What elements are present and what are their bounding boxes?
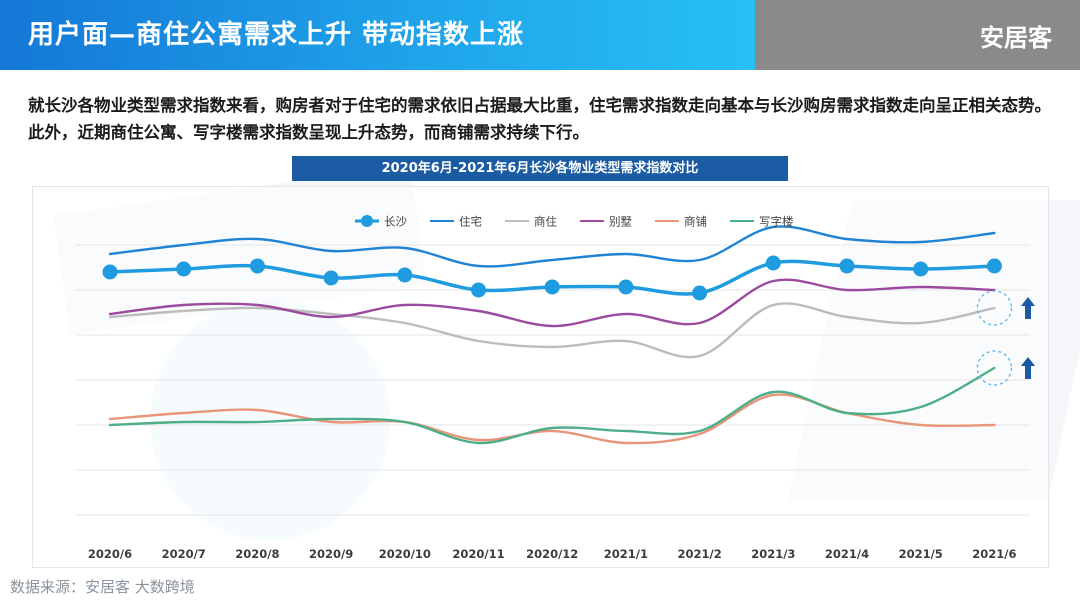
series-line-4 — [108, 393, 996, 445]
x-tick-label: 2021/3 — [751, 547, 795, 561]
data-point — [323, 270, 339, 286]
data-point — [692, 285, 708, 301]
chart-title: 2020年6月-2021年6月长沙各物业类型需求指数对比 — [292, 156, 788, 181]
data-point — [765, 255, 781, 271]
series-line-2 — [108, 302, 996, 359]
chart-frame — [32, 186, 1049, 568]
data-point — [839, 258, 855, 274]
data-point — [397, 267, 413, 283]
data-point — [986, 258, 1002, 274]
arrow-up-icon — [1021, 357, 1035, 379]
x-tick-label: 2020/10 — [379, 547, 431, 561]
highlight-circle-shangzhu — [976, 290, 1013, 326]
header: 用户面—商住公寓需求上升 带动指数上涨 安居客 — [0, 0, 1080, 70]
x-tick-label: 2020/12 — [526, 547, 578, 561]
series-line-1 — [108, 225, 996, 268]
brand-logo: 安居客 — [980, 24, 1052, 52]
data-point — [913, 261, 929, 277]
data-point — [544, 279, 560, 295]
legend-marker — [361, 215, 373, 227]
description-text: 就长沙各物业类型需求指数来看，购房者对于住宅的需求依旧占据最大比重，住宅需求指数… — [28, 96, 1051, 142]
arrow-up-icon — [1021, 297, 1035, 319]
x-tick-label: 2020/8 — [235, 547, 279, 561]
series-line-3 — [108, 278, 996, 328]
data-point — [102, 264, 118, 280]
legend-label: 商铺 — [684, 215, 707, 229]
data-point — [471, 282, 486, 298]
x-tick-label: 2020/6 — [88, 547, 132, 561]
legend-label: 商住 — [534, 215, 557, 229]
legend-label: 别墅 — [609, 215, 632, 229]
brand-bar: 安居客 — [755, 0, 1080, 70]
legend-label: 住宅 — [459, 215, 482, 229]
series-line-5 — [108, 366, 996, 445]
x-tick-label: 2020/11 — [452, 547, 504, 561]
highlight-circle-office — [976, 350, 1013, 386]
watermark: 数据来源：安居客 大数跨境 — [10, 578, 195, 596]
legend-label: 写字楼 — [759, 215, 794, 229]
data-point — [176, 261, 192, 277]
x-tick-label: 2021/2 — [677, 547, 721, 561]
x-tick-label: 2021/1 — [604, 547, 648, 561]
x-tick-label: 2020/9 — [309, 547, 353, 561]
x-tick-label: 2020/7 — [162, 547, 206, 561]
data-point — [618, 279, 634, 295]
page-title: 用户面—商住公寓需求上升 带动指数上涨 — [28, 20, 525, 50]
x-tick-label: 2021/5 — [899, 547, 943, 561]
x-tick-label: 2021/6 — [972, 547, 1016, 561]
data-point — [249, 258, 265, 274]
legend-label: 长沙 — [384, 215, 407, 229]
title-bar: 用户面—商住公寓需求上升 带动指数上涨 — [0, 0, 755, 70]
x-tick-label: 2021/4 — [825, 547, 869, 561]
